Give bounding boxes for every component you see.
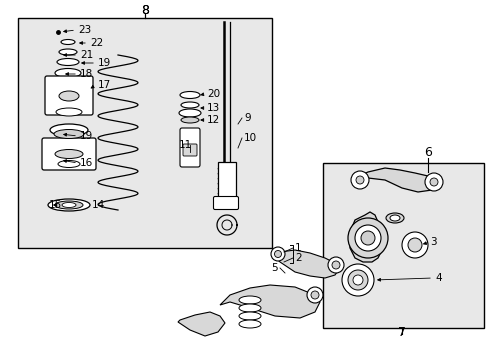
Circle shape	[429, 178, 437, 186]
Bar	[323, 163, 483, 328]
Circle shape	[401, 232, 427, 258]
Ellipse shape	[239, 304, 261, 312]
FancyBboxPatch shape	[183, 144, 197, 156]
Circle shape	[270, 247, 285, 261]
Text: 10: 10	[244, 133, 257, 143]
Ellipse shape	[181, 102, 199, 108]
Text: 1: 1	[294, 243, 301, 253]
FancyBboxPatch shape	[180, 128, 200, 167]
Text: 21: 21	[80, 50, 93, 60]
Ellipse shape	[50, 124, 88, 136]
Ellipse shape	[48, 199, 90, 211]
Ellipse shape	[55, 68, 81, 77]
Circle shape	[327, 257, 343, 273]
Polygon shape	[178, 312, 224, 336]
Circle shape	[347, 270, 367, 290]
Circle shape	[354, 225, 380, 251]
Ellipse shape	[239, 296, 261, 304]
Ellipse shape	[57, 58, 79, 66]
Ellipse shape	[180, 91, 200, 99]
Circle shape	[274, 251, 281, 257]
Text: 20: 20	[206, 89, 220, 99]
Ellipse shape	[56, 108, 82, 116]
Ellipse shape	[179, 109, 201, 117]
Circle shape	[424, 173, 442, 191]
Circle shape	[306, 287, 323, 303]
Circle shape	[360, 231, 374, 245]
Ellipse shape	[55, 201, 83, 209]
Text: 23: 23	[78, 25, 91, 35]
Ellipse shape	[239, 320, 261, 328]
Text: 11: 11	[178, 140, 191, 150]
Circle shape	[350, 171, 368, 189]
Circle shape	[347, 218, 387, 258]
Text: 19: 19	[80, 131, 93, 141]
Ellipse shape	[61, 40, 75, 45]
Polygon shape	[220, 285, 319, 318]
Ellipse shape	[59, 49, 77, 55]
Ellipse shape	[389, 215, 399, 221]
Circle shape	[331, 261, 339, 269]
Ellipse shape	[54, 130, 84, 139]
Text: 19: 19	[98, 58, 111, 68]
Circle shape	[355, 176, 363, 184]
Text: 16: 16	[80, 158, 93, 168]
Ellipse shape	[239, 312, 261, 320]
Polygon shape	[354, 168, 437, 192]
Text: 7: 7	[397, 325, 405, 338]
Text: 8: 8	[141, 4, 149, 17]
Polygon shape	[272, 250, 339, 278]
Polygon shape	[349, 212, 382, 262]
Text: 9: 9	[244, 113, 250, 123]
Ellipse shape	[181, 117, 199, 123]
Text: 13: 13	[206, 103, 220, 113]
Ellipse shape	[59, 91, 79, 101]
Text: 4: 4	[434, 273, 441, 283]
Ellipse shape	[58, 161, 80, 167]
Ellipse shape	[62, 202, 76, 207]
Text: 8: 8	[141, 4, 149, 17]
Circle shape	[310, 291, 318, 299]
Text: 6: 6	[423, 145, 431, 158]
Bar	[18, 18, 271, 248]
Text: 17: 17	[98, 80, 111, 90]
Bar	[218, 162, 236, 200]
Circle shape	[352, 275, 362, 285]
FancyBboxPatch shape	[45, 76, 93, 115]
Ellipse shape	[385, 213, 403, 223]
Text: 2: 2	[294, 253, 301, 263]
Text: 15: 15	[49, 200, 62, 210]
Text: 14: 14	[92, 200, 105, 210]
Text: 22: 22	[90, 38, 103, 48]
Ellipse shape	[55, 149, 83, 158]
FancyBboxPatch shape	[213, 197, 238, 210]
Circle shape	[407, 238, 421, 252]
Text: 5: 5	[271, 263, 278, 273]
Text: 18: 18	[80, 69, 93, 79]
Circle shape	[341, 264, 373, 296]
Text: 3: 3	[429, 237, 436, 247]
Text: 12: 12	[206, 115, 220, 125]
FancyBboxPatch shape	[42, 138, 96, 170]
